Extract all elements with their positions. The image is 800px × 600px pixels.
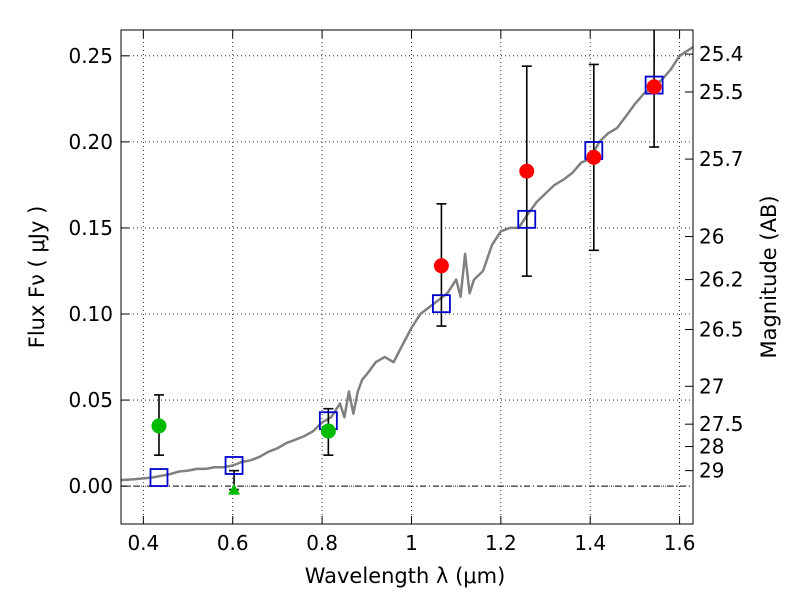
- y2-tick-label-4: 26.2: [699, 268, 744, 292]
- x-tick-label-0: 0.4: [127, 531, 159, 555]
- x-tick-label-1: 0.6: [217, 531, 249, 555]
- axis-tick-labels: 0.4 0.6 0.8 1 1.2 1.4 1.6 0.00 0.05 0.10 0.15 0.20 0…: [68, 42, 743, 555]
- data-point-4-1: [519, 163, 535, 179]
- model-square-4: [517, 209, 537, 229]
- y2-axis-label: Magnitude (AB): [757, 195, 781, 358]
- axis-ticks: [121, 30, 693, 524]
- x-tick-label-5: 1.4: [574, 531, 606, 555]
- y2-tick-label-1: 25.5: [699, 80, 744, 104]
- x-axis-label: Wavelength λ (μm): [305, 564, 506, 588]
- y-tick-label-3: 0.15: [68, 216, 113, 240]
- y-tick-label-5: 0.25: [68, 44, 113, 68]
- y2-tick-label-6: 27: [699, 374, 724, 398]
- y2-tick-label-2: 25.7: [699, 147, 744, 171]
- y2-tick-label-9: 29: [699, 459, 724, 483]
- y2-tick-label-8: 28: [699, 435, 724, 459]
- y-tick-label-2: 0.10: [68, 302, 113, 326]
- data-point-2-1: [320, 423, 336, 439]
- plot-area-background: [121, 30, 693, 524]
- y-tick-label-4: 0.20: [68, 130, 113, 154]
- model-square-3: [432, 294, 451, 314]
- model-square-1: [224, 456, 244, 475]
- y2-tick-label-3: 26: [699, 225, 724, 249]
- upper-limit-triangle-0: [228, 483, 241, 495]
- y2-tick-label-5: 26.5: [699, 317, 744, 341]
- y-tick-label-1: 0.05: [68, 388, 113, 412]
- y-axis-label: Flux Fν ( μJy ): [25, 206, 49, 349]
- data-markers: [149, 75, 664, 495]
- data-point-4-0: [433, 258, 449, 274]
- model-square-0: [149, 468, 169, 487]
- data-point-2-0: [151, 418, 167, 434]
- data-point-4-3: [646, 79, 662, 95]
- y2-tick-label-7: 27.5: [699, 412, 744, 436]
- y2-tick-label-0: 25.4: [699, 42, 744, 66]
- data-point-4-2: [586, 149, 602, 165]
- plot-frame: [120, 29, 694, 525]
- x-tick-label-3: 1: [405, 531, 418, 555]
- x-tick-label-6: 1.6: [664, 531, 696, 555]
- x-tick-label-2: 0.8: [306, 531, 338, 555]
- y-tick-label-0: 0.00: [68, 474, 113, 498]
- x-tick-label-4: 1.2: [485, 531, 517, 555]
